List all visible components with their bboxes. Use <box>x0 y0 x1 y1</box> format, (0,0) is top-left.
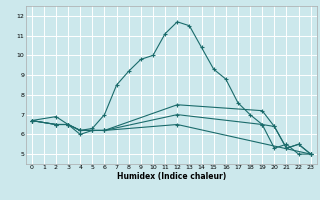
X-axis label: Humidex (Indice chaleur): Humidex (Indice chaleur) <box>116 172 226 181</box>
